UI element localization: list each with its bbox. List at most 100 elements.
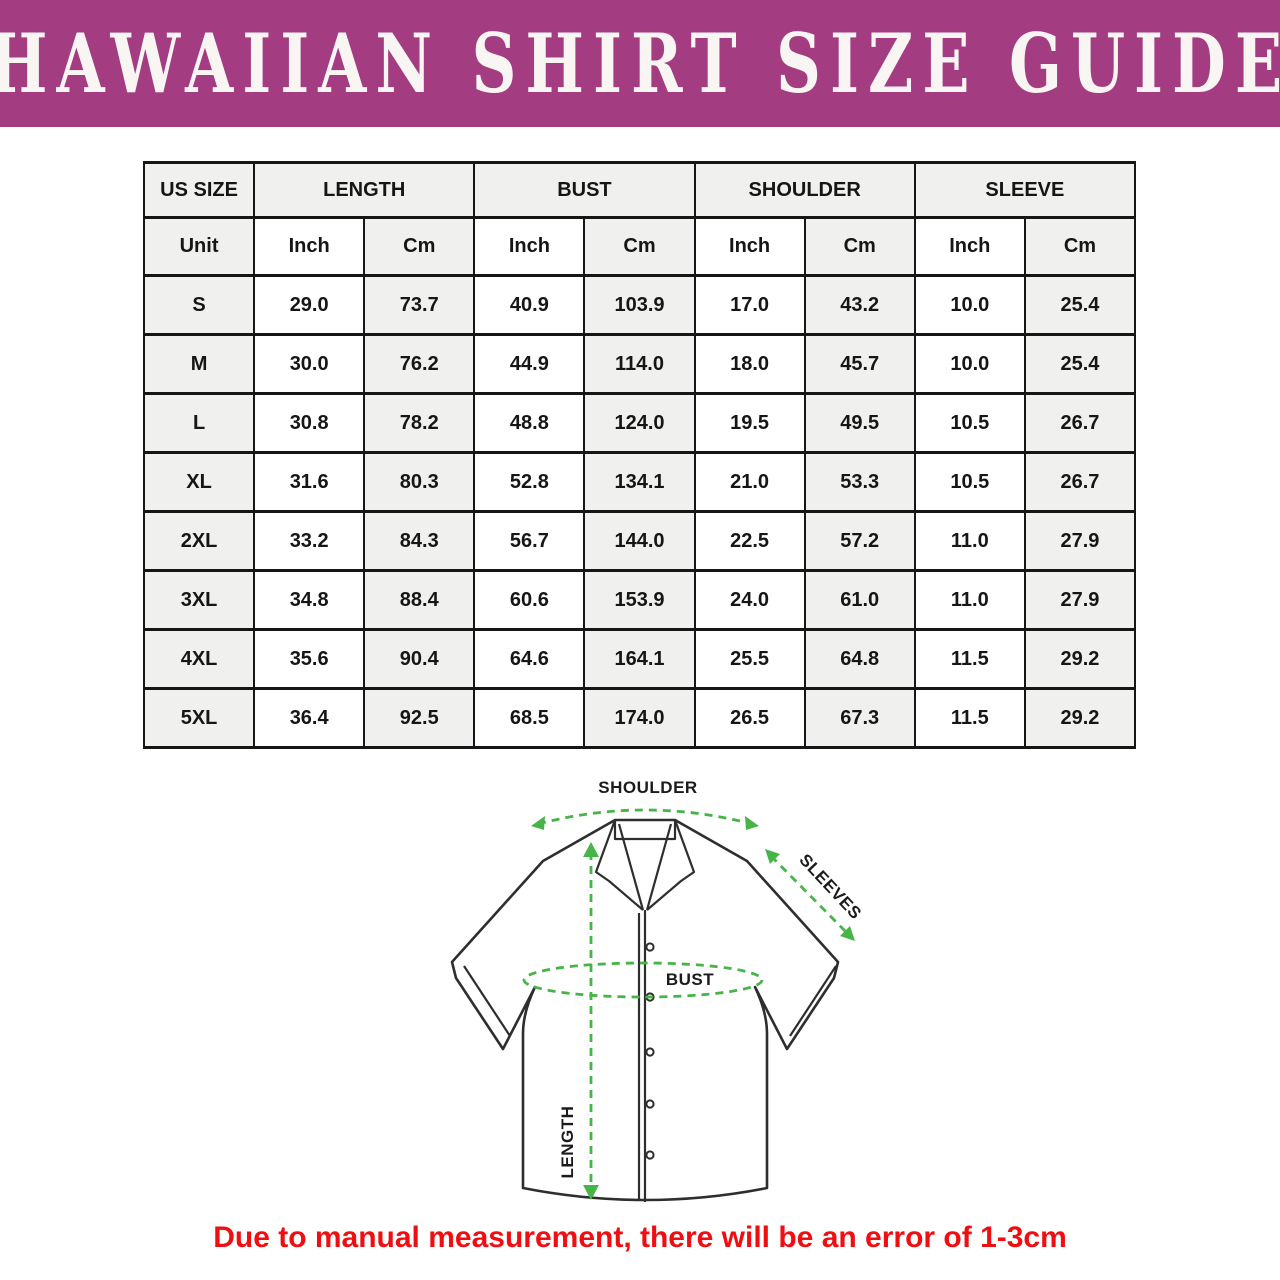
table-row: XL 31.6 80.3 52.8 134.1 21.0 53.3 10.5 2… [142,451,1137,513]
measurement-cell: 40.9 [473,274,586,336]
measurement-cell: 49.5 [803,392,916,454]
button [645,1047,655,1057]
col-header-bust: BUST [473,161,696,219]
measurement-cell: 27.9 [1023,569,1137,631]
measurement-cell: 45.7 [803,333,916,395]
table-unit-row: Unit Inch Cm Inch Cm Inch Cm Inch Cm [142,216,1137,277]
button [645,1150,655,1160]
measurement-cell: 10.0 [913,274,1026,336]
measurement-cell: 21.0 [693,451,806,513]
measurement-cell: 26.7 [1023,392,1137,454]
table-row: 3XL 34.8 88.4 60.6 153.9 24.0 61.0 11.0 … [142,569,1137,631]
measurement-cell: 19.5 [693,392,806,454]
measurement-cell: 24.0 [693,569,806,631]
shoulder-arrow-right-head [745,816,759,830]
measurement-cell: 61.0 [803,569,916,631]
measurement-cell: 44.9 [473,333,586,395]
size-label-cell: L [142,392,256,454]
measurement-cell: 10.5 [913,451,1026,513]
measurement-cell: 64.8 [803,628,916,690]
length-label: LENGTH [558,1106,577,1179]
measurement-cell: 33.2 [253,510,366,572]
size-label-cell: M [142,333,256,395]
size-label-cell: 2XL [142,510,256,572]
measurement-cell: 11.5 [913,687,1026,749]
measurement-cell: 68.5 [473,687,586,749]
measurement-cell: 73.7 [363,274,476,336]
size-label-cell: 4XL [142,628,256,690]
measurement-cell: 43.2 [803,274,916,336]
right-lapel [645,819,696,911]
shoulder-arrow-left-head [531,816,545,830]
measurement-cell: 103.9 [583,274,696,336]
measurement-cell: 48.8 [473,392,586,454]
measurement-cell: 26.5 [693,687,806,749]
measurement-cell: 90.4 [363,628,476,690]
length-arrow-bottom-head [583,1185,599,1200]
measurement-cell: 174.0 [583,687,696,749]
measurement-cell: 30.8 [253,392,366,454]
shirt-measurement-diagram: SHOULDER SLEEVES BUST LENGTH [410,772,890,1222]
table-row: S 29.0 73.7 40.9 103.9 17.0 43.2 10.0 25… [142,274,1137,336]
size-label-cell: 3XL [142,569,256,631]
title-banner: HAWAIIAN SHIRT SIZE GUIDE [0,0,1280,127]
unit-cell: Cm [363,216,476,277]
measurement-cell: 27.9 [1023,510,1137,572]
measurement-cell: 36.4 [253,687,366,749]
unit-cell: Cm [803,216,916,277]
unit-row-label: Unit [142,216,256,277]
left-cuff-seam [463,965,511,1037]
measurement-cell: 34.8 [253,569,366,631]
placket-line [637,910,647,1202]
sleeves-label: SLEEVES [795,850,865,923]
right-cuff-seam [789,965,837,1037]
measurement-cell: 18.0 [693,333,806,395]
shirt-diagram-svg: SHOULDER SLEEVES BUST LENGTH [450,775,868,1202]
measurement-cell: 76.2 [363,333,476,395]
size-label-cell: XL [142,451,256,513]
unit-cell: Inch [693,216,806,277]
measurement-cell: 67.3 [803,687,916,749]
sleeves-arrow-top-head [765,849,780,864]
measurement-cell: 88.4 [363,569,476,631]
bust-ellipse [522,961,764,999]
measurement-cell: 56.7 [473,510,586,572]
measurement-cell: 64.6 [473,628,586,690]
sleeves-arrow [770,855,849,935]
measurement-cell: 30.0 [253,333,366,395]
measurement-cell: 10.5 [913,392,1026,454]
size-label-cell: S [142,274,256,336]
size-label-cell: 5XL [142,687,256,749]
sleeves-arrow-bottom-head [840,926,855,941]
button [645,942,655,952]
measurement-cell: 57.2 [803,510,916,572]
measurement-cell: 60.6 [473,569,586,631]
shoulder-label: SHOULDER [598,778,697,797]
shoulder-arrow [537,808,753,826]
button [645,1099,655,1109]
measurement-cell: 17.0 [693,274,806,336]
measurement-cell: 29.0 [253,274,366,336]
measurement-note: Due to manual measurement, there will be… [213,1221,1067,1254]
measurement-cell: 114.0 [583,333,696,395]
col-header-us-size: US SIZE [142,161,256,219]
col-header-length: LENGTH [253,161,476,219]
measurement-cell: 78.2 [363,392,476,454]
measurement-cell: 144.0 [583,510,696,572]
bust-label: BUST [666,970,714,989]
measurement-cell: 52.8 [473,451,586,513]
measurement-cell: 22.5 [693,510,806,572]
measurement-cell: 84.3 [363,510,476,572]
measurement-cell: 92.5 [363,687,476,749]
measurement-cell: 134.1 [583,451,696,513]
col-header-sleeve: SLEEVE [913,161,1137,219]
measurement-cell: 35.6 [253,628,366,690]
measurement-cell: 25.4 [1023,333,1137,395]
measurement-cell: 31.6 [253,451,366,513]
left-lapel [594,819,645,911]
page-title: HAWAIIAN SHIRT SIZE GUIDE [0,15,1280,112]
unit-cell: Cm [1023,216,1137,277]
measurement-cell: 11.5 [913,628,1026,690]
unit-cell: Inch [913,216,1026,277]
measurement-cell: 80.3 [363,451,476,513]
